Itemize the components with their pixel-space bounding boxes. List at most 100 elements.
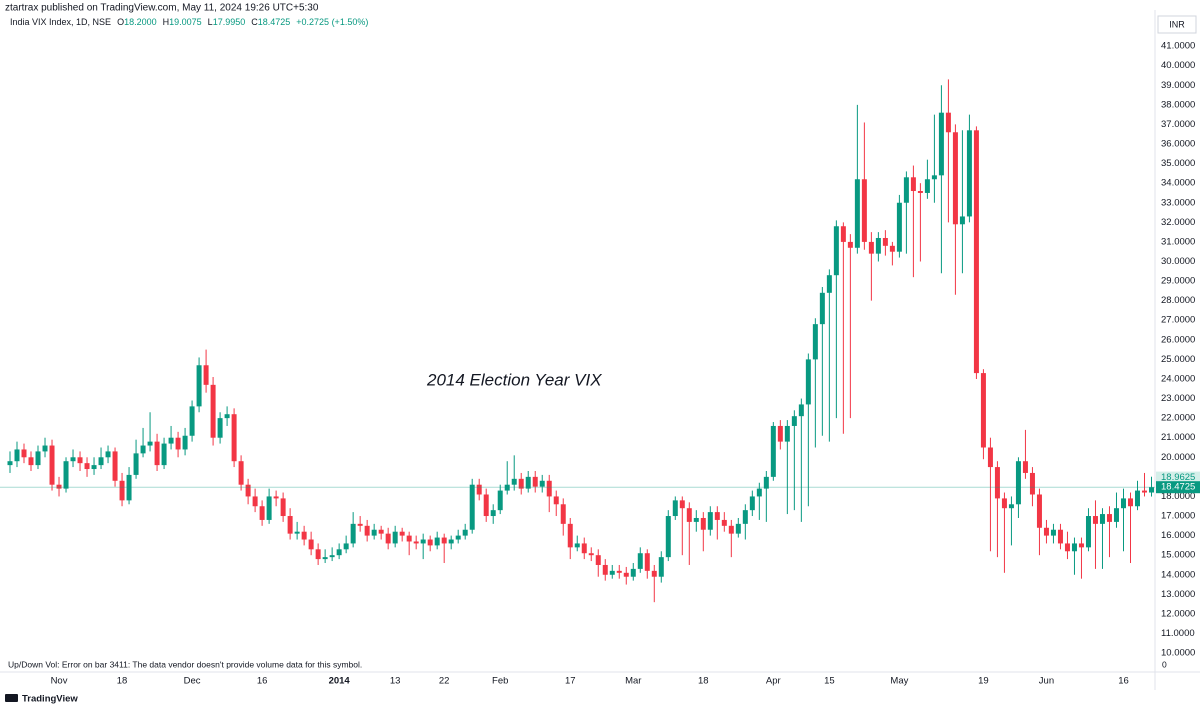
symbol: India VIX Index, 1D, NSE: [10, 17, 111, 27]
candle-body: [707, 512, 713, 530]
x-tick-label: 16: [1118, 676, 1129, 687]
x-tick-label: 2014: [329, 676, 351, 687]
candle-body: [245, 484, 251, 497]
candle-body: [910, 177, 916, 192]
candle-body: [651, 570, 657, 577]
candle-body: [1092, 516, 1098, 524]
y-tick-label: 12.0000: [1161, 608, 1195, 619]
candle-body: [819, 292, 825, 325]
candle-body: [210, 384, 216, 438]
candle-body: [483, 494, 489, 517]
candle-body: [413, 541, 419, 544]
candle-body: [175, 437, 181, 450]
candle-body: [1134, 490, 1140, 507]
x-tick-label: 22: [439, 676, 450, 687]
candle-body: [560, 504, 566, 524]
legend: India VIX Index, 1D, NSE O18.2000 H19.0075…: [10, 17, 368, 27]
candle-body: [714, 512, 720, 520]
candle-body: [539, 480, 545, 487]
candle-body: [777, 425, 783, 442]
candle-body: [469, 484, 475, 530]
candle-body: [931, 175, 937, 180]
x-tick-label: Feb: [492, 676, 508, 687]
candle-body: [462, 529, 468, 536]
candle-body: [1015, 461, 1021, 505]
y-tick-label: 41.0000: [1161, 41, 1195, 52]
candle-body: [1064, 543, 1070, 552]
candle-body: [882, 237, 888, 246]
candle-body: [154, 441, 160, 466]
candle-body: [966, 130, 972, 217]
candle-body: [938, 112, 944, 176]
candle-body: [693, 517, 699, 522]
candle-body: [322, 557, 328, 560]
candle-body: [329, 555, 335, 558]
y-tick-label: 27.0000: [1161, 315, 1195, 326]
candle-body: [679, 500, 685, 509]
y-tick-label: 15.0000: [1161, 550, 1195, 561]
candle-body: [14, 449, 20, 462]
candle-body: [553, 496, 559, 505]
candle-body: [945, 112, 951, 133]
currency: INR: [1169, 19, 1185, 29]
candle-body: [448, 539, 454, 544]
candle-body: [231, 414, 237, 462]
candle-body: [581, 543, 587, 554]
y-tick-label: 22.0000: [1161, 413, 1195, 424]
candle-body: [826, 275, 832, 293]
x-tick-label: Nov: [51, 676, 68, 687]
candle-body: [7, 461, 13, 466]
candle-body: [119, 480, 125, 501]
volume-value: 0: [1162, 659, 1167, 669]
price-label: 18.4725: [1161, 482, 1195, 493]
y-tick-label: 23.0000: [1161, 393, 1195, 404]
candle-body: [672, 500, 678, 517]
price-label-box: [1156, 481, 1200, 494]
brand-logo: [5, 694, 18, 702]
candle-body: [917, 191, 923, 193]
candle-body: [42, 445, 48, 452]
candle-body: [427, 539, 433, 546]
candle-body: [1148, 487, 1154, 493]
plot: 10.0000 11.0000 12.0000 13.0000 14.0000 15.00…: [0, 41, 1200, 687]
open-label: O: [117, 17, 124, 27]
candle-body: [77, 457, 83, 464]
candle-body: [861, 179, 867, 242]
candle-body: [203, 365, 209, 385]
candle-body: [791, 416, 797, 426]
candle-body: [567, 523, 573, 548]
candle-body: [980, 373, 986, 448]
candle-body: [406, 535, 412, 542]
y-tick-label: 13.0000: [1161, 589, 1195, 600]
candle-body: [1106, 514, 1112, 522]
candle-body: [497, 490, 503, 511]
y-tick-label: 36.0000: [1161, 139, 1195, 150]
open-value: 18.2000: [124, 17, 157, 27]
candle-body: [644, 553, 650, 571]
candle-body: [1071, 543, 1077, 552]
x-tick-label: Apr: [766, 676, 781, 687]
candle-body: [665, 516, 671, 558]
x-tick-label: 16: [257, 676, 268, 687]
currency-box[interactable]: [1157, 15, 1197, 34]
candle-body: [266, 496, 272, 520]
candle-body: [259, 506, 265, 520]
candle-body: [105, 451, 111, 458]
candle-body: [133, 453, 139, 475]
candle-body: [168, 437, 174, 444]
candle-body: [84, 463, 90, 470]
y-tick-label: 30.0000: [1161, 256, 1195, 267]
candle-body: [1001, 498, 1007, 509]
candle-body: [588, 553, 594, 556]
candle-body: [147, 441, 153, 446]
candle-body: [770, 425, 776, 477]
candle-body: [490, 510, 496, 517]
x-tick-label: Mar: [625, 676, 641, 687]
candle-body: [1022, 461, 1028, 473]
candle-body: [1127, 498, 1133, 507]
candle-body: [504, 484, 510, 491]
candle-body: [889, 245, 895, 252]
candle-body: [595, 555, 601, 565]
